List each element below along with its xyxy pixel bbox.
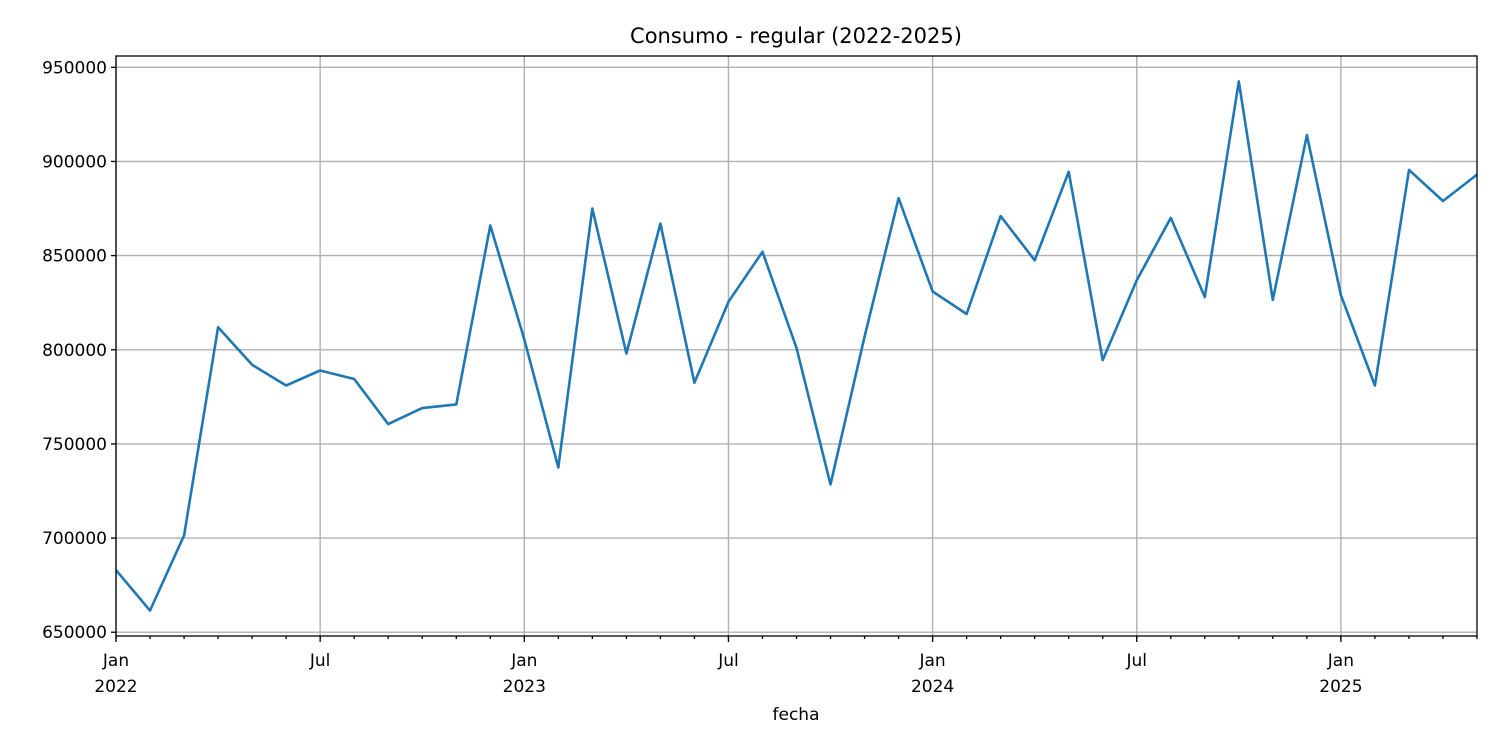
grid-lines [115, 56, 1477, 636]
y-tick-label: 900000 [42, 152, 107, 172]
y-tick-label: 650000 [42, 623, 107, 643]
y-tick-label: 800000 [42, 341, 107, 361]
x-tick-year-label: 2022 [94, 677, 137, 697]
series-layer [115, 80, 1478, 612]
y-tick-label: 700000 [42, 529, 107, 549]
chart-title: Consumo - regular (2022-2025) [630, 24, 962, 48]
x-tick-label: Jan [102, 651, 129, 671]
y-axis: 650000 700000 750000 800000 850000 900000 9500… [42, 58, 116, 643]
y-tick-label: 750000 [42, 435, 107, 455]
x-tick-year-label: 2023 [503, 677, 546, 697]
x-tick-year-label: 2024 [911, 677, 954, 697]
x-axis-label: fecha [773, 705, 820, 725]
x-tick-label: Jan [918, 651, 945, 671]
x-axis: Jan 2022 Jul Jan 2023 Jul Jan 2024 Jul Jan 2025 [94, 636, 1478, 697]
x-tick-year-label: 2025 [1319, 677, 1362, 697]
x-tick-label: Jul [717, 651, 739, 671]
x-tick-label: Jan [1327, 651, 1354, 671]
y-tick-label: 850000 [42, 247, 107, 267]
x-tick-label: Jul [1125, 651, 1147, 671]
y-tick-label: 950000 [42, 58, 107, 78]
x-tick-label: Jul [309, 651, 331, 671]
x-tick-label: Jan [510, 651, 537, 671]
